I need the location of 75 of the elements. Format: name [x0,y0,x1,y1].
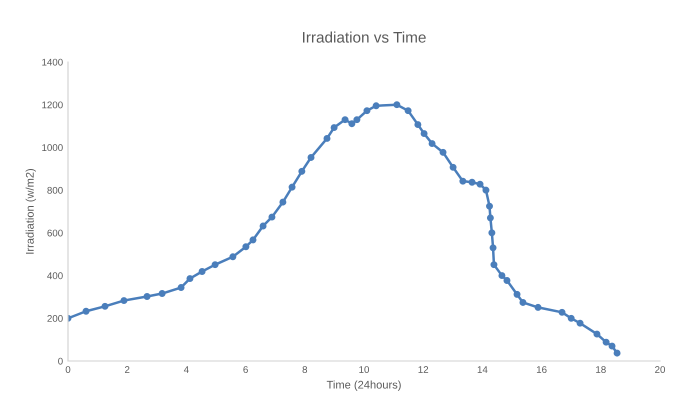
x-tick-label: 6 [243,366,248,373]
point [486,214,494,222]
chart-title: Irradiation vs Time [303,31,426,43]
point [242,243,250,250]
point [158,290,166,297]
point [288,184,296,191]
y-tick-label: 600 [47,230,63,236]
point [342,116,349,124]
x-tick-label: 14 [478,366,488,373]
point [260,222,267,230]
y-tick-label: 200 [47,315,63,322]
point [268,214,276,221]
point [519,299,526,306]
y-tick-label: 1200 [42,101,63,108]
x-tick-label: 8 [302,366,308,373]
point [212,261,219,268]
y-tick-label: 1000 [42,144,63,152]
point [568,314,575,322]
point [393,101,400,108]
x-tick-label: 0 [66,366,70,373]
point [308,154,314,161]
point [198,268,206,275]
y-tick-label: 0 [58,358,63,365]
point [348,120,356,128]
x-tick-label: 20 [655,366,666,373]
point [534,304,542,311]
x-tick-label: 10 [359,366,370,373]
point [593,330,600,338]
x-tick-label: 16 [536,366,547,373]
point [459,178,466,185]
point [490,244,497,252]
point [503,277,510,284]
point [353,116,360,124]
point [144,293,151,300]
point [404,107,412,114]
point [420,130,428,138]
point [298,168,306,175]
y-tick-label: 800 [47,186,63,194]
y-axis-title: Irradiation (w/m2) [26,168,36,254]
point [102,302,108,310]
point [229,253,236,260]
y-tick-label: 1400 [42,58,63,66]
point [450,164,457,171]
y-tick-label: 400 [47,272,63,280]
point [330,124,338,132]
x-axis-title: Time (24hours) [326,380,401,391]
point [440,148,447,156]
point [490,261,498,268]
x-tick-label: 12 [418,366,428,373]
point [414,121,422,128]
point [486,202,493,210]
point [279,198,286,206]
x-tick-label: 2 [124,366,130,373]
point [324,134,330,142]
point [178,284,185,292]
point [120,297,128,304]
point [498,272,506,280]
point [514,290,521,298]
point [602,338,610,346]
point [82,308,90,315]
point [428,140,436,148]
point [363,107,370,114]
x-tick-label: 4 [184,366,189,373]
point [576,320,584,327]
point [372,102,380,110]
point [608,342,616,350]
x-tick-label: 18 [596,366,606,373]
point [476,180,484,188]
point [250,236,256,244]
point [468,178,476,186]
point [558,308,566,316]
point [186,275,194,282]
point [488,229,496,236]
point [614,350,621,357]
point [482,186,490,194]
